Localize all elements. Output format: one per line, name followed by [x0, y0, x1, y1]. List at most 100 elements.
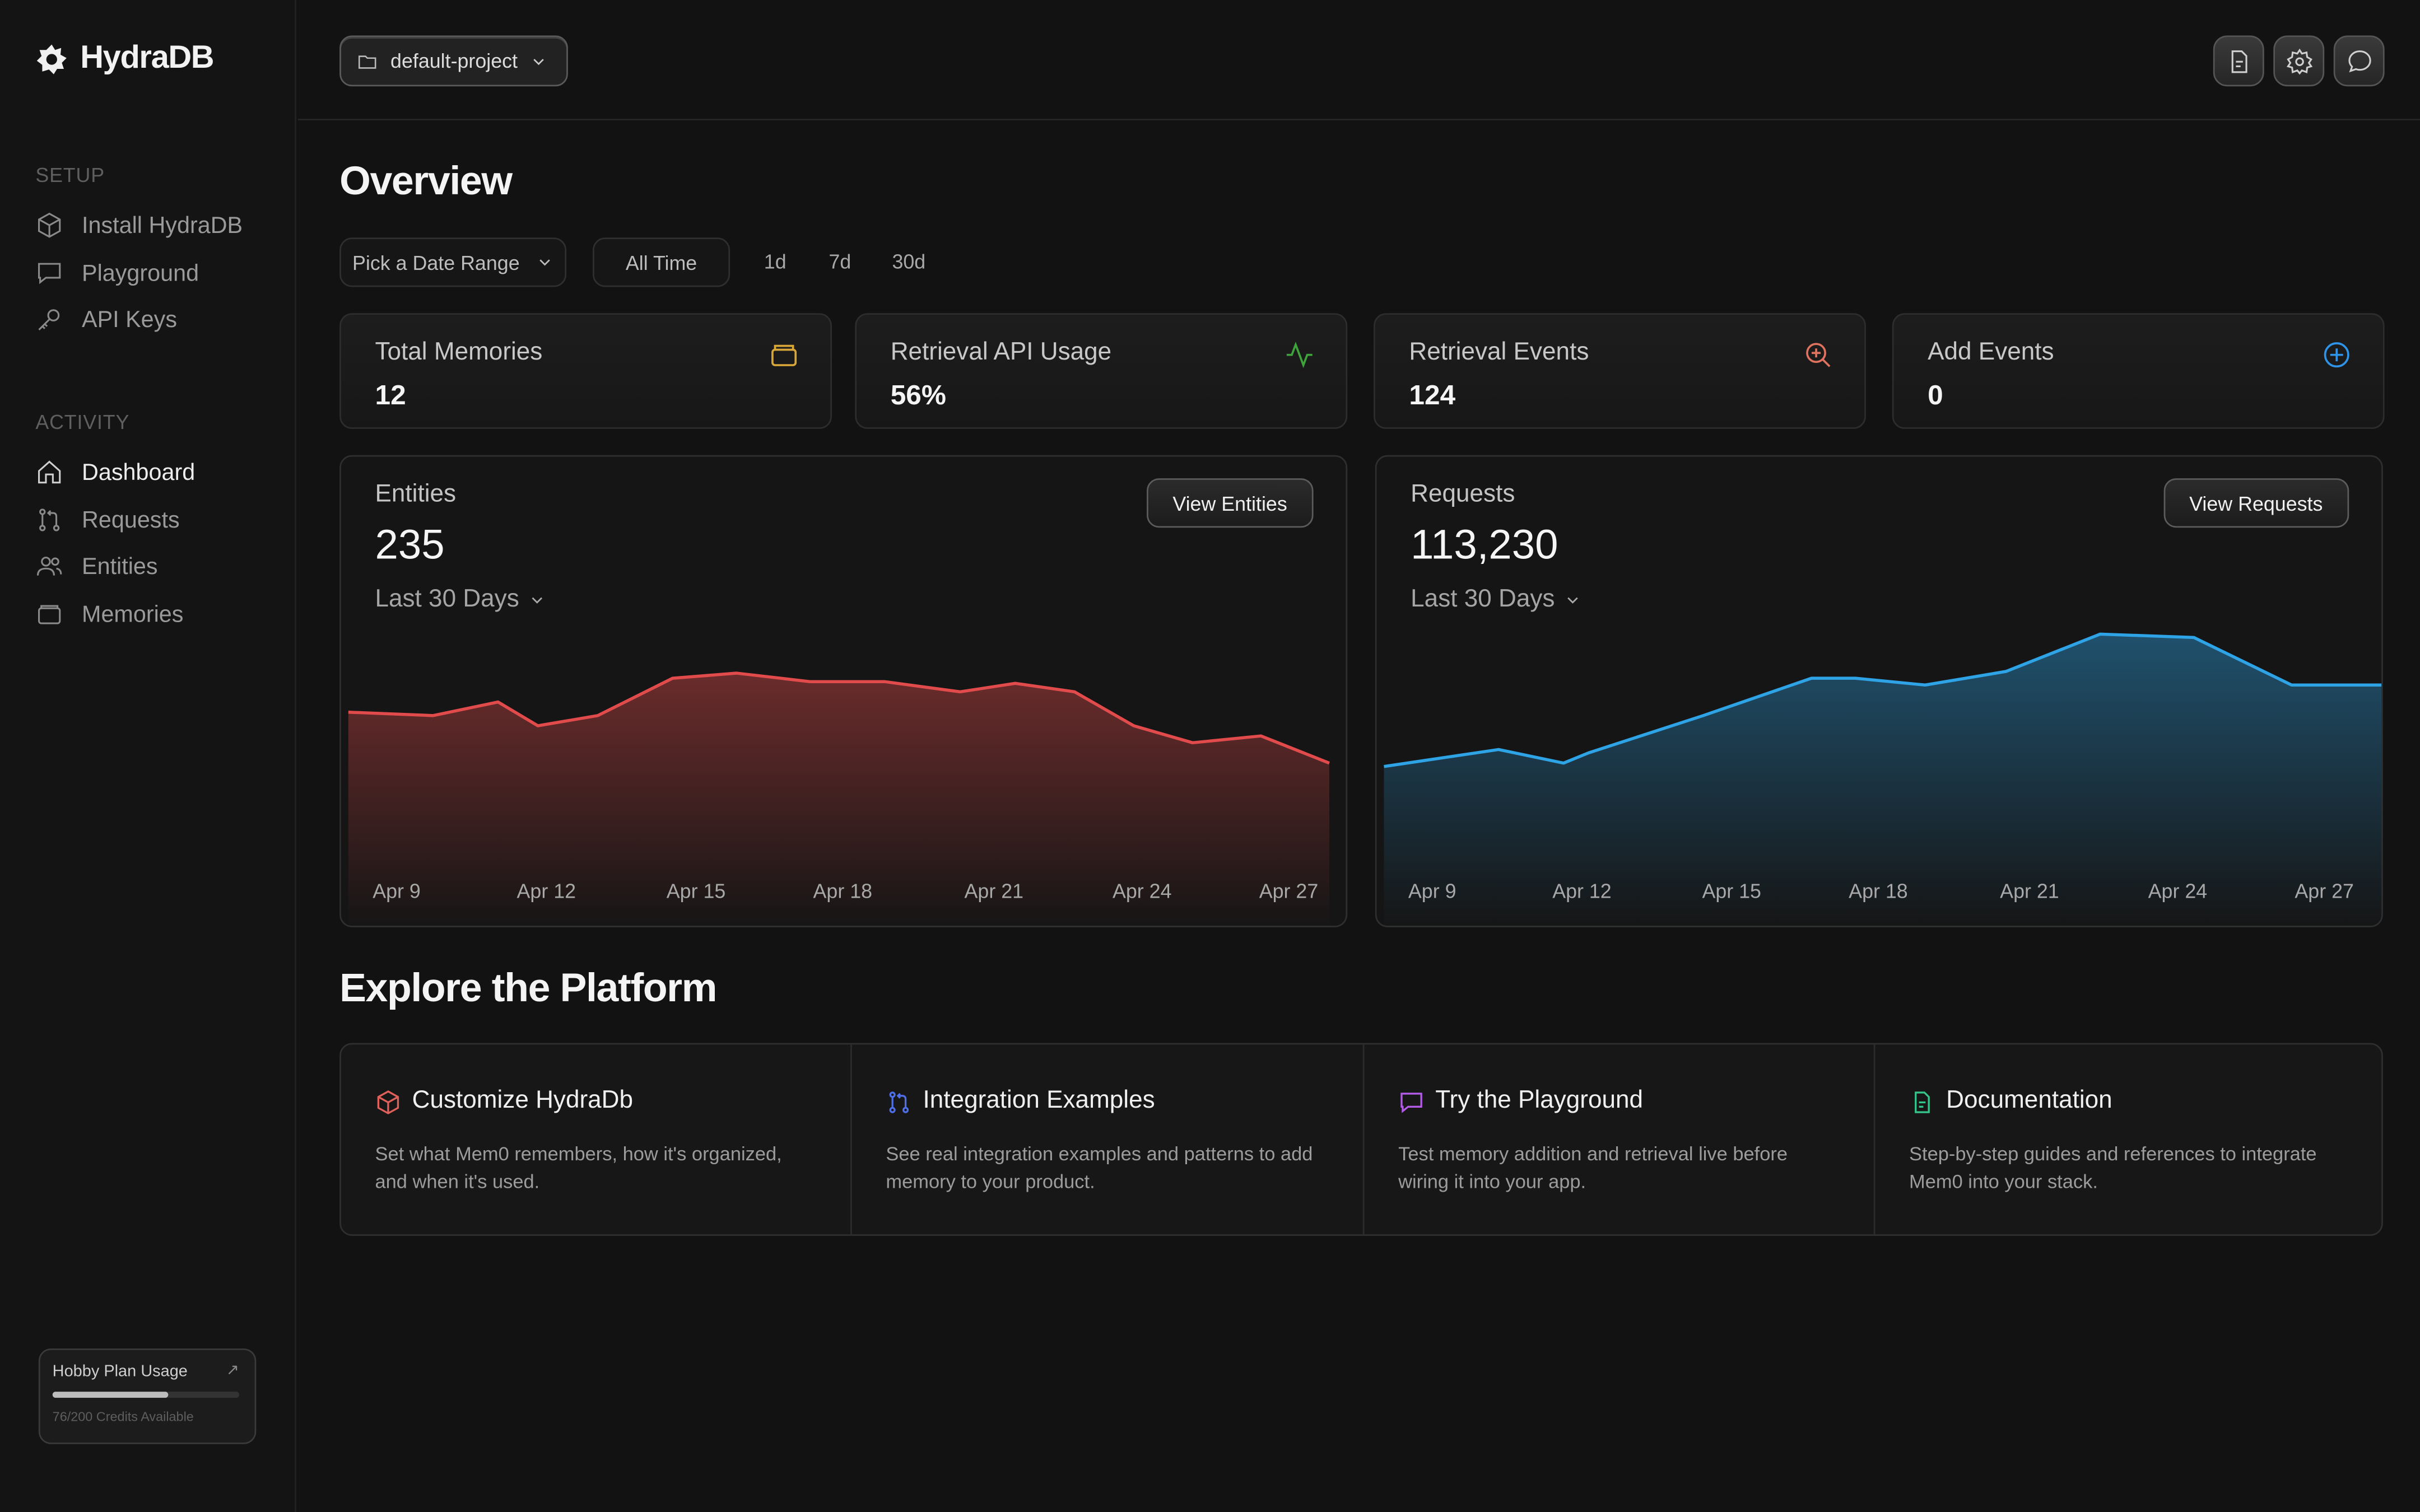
entities-chart — [348, 671, 1330, 926]
sidebar-item-memories[interactable]: Memories — [35, 600, 183, 628]
sidebar-item-dashboard[interactable]: Dashboard — [35, 458, 195, 486]
feedback-button[interactable] — [2333, 35, 2385, 87]
chevron-down-icon — [534, 58, 544, 64]
folder-icon — [38, 605, 61, 624]
page-title: Overview — [339, 157, 513, 204]
sidebar-item-requests[interactable]: Requests — [35, 506, 180, 534]
plan-usage-bar — [52, 1392, 240, 1398]
settings-button[interactable] — [2273, 35, 2325, 87]
project-selector[interactable]: default-project — [339, 35, 568, 87]
explore-card-title: Try the Playground — [1435, 1088, 1644, 1114]
brand-name: HydraDB — [80, 40, 214, 76]
stat-card-retrieval-api-usage[interactable]: Retrieval API Usage 56% — [855, 313, 1348, 429]
sidebar-item-label: Requests — [82, 507, 180, 533]
all-time-label: All Time — [625, 250, 697, 274]
activity-section-label: ACTIVITY — [35, 410, 130, 434]
home-icon — [38, 460, 61, 484]
plan-credits-text: 76/200 Credits Available — [52, 1408, 194, 1424]
stat-title: Retrieval API Usage — [890, 339, 1112, 366]
stat-card-retrieval-events[interactable]: Retrieval Events 124 — [1374, 313, 1866, 429]
stat-card-add-events[interactable]: Add Events 0 — [1892, 313, 2385, 429]
settings-icon — [2286, 48, 2312, 74]
plan-title: Hobby Plan Usage — [52, 1362, 188, 1381]
view-requests-button[interactable]: View Requests — [2163, 478, 2349, 528]
sidebar-item-label: Playground — [82, 260, 199, 287]
explore-card-title: Integration Examples — [923, 1088, 1155, 1114]
x-tick-label: Apr 24 — [2148, 879, 2208, 903]
sidebar-item-label: API Keys — [82, 306, 178, 333]
stat-card-total-memories[interactable]: Total Memories 12 — [339, 313, 832, 429]
sidebar-item-install-hydradb[interactable]: Install HydraDB — [35, 211, 243, 239]
document-icon — [1915, 1090, 1930, 1113]
chat-icon — [1400, 1091, 1422, 1113]
chart-range-selector[interactable]: Last 30 Days — [1411, 586, 1583, 614]
requests-chart-card: Requests 113,230 Last 30 Days View Reque… — [1375, 455, 2383, 927]
plus-circle-icon — [2324, 342, 2349, 368]
x-tick-label: Apr 27 — [2295, 879, 2354, 903]
activity-icon — [1286, 342, 1313, 368]
view-entities-button[interactable]: View Entities — [1146, 478, 1314, 528]
chevron-down-icon — [539, 259, 550, 266]
date-range-picker[interactable]: Pick a Date Range — [339, 237, 567, 287]
chart-value: 113,230 — [1411, 521, 1558, 568]
sidebar-item-entities[interactable]: Entities — [35, 552, 158, 580]
all-time-button[interactable]: All Time — [592, 237, 730, 287]
sidebar-item-label: Dashboard — [82, 459, 196, 486]
requests-chart — [1384, 632, 2382, 926]
x-tick-label: Apr 21 — [964, 879, 1024, 903]
sidebar-item-api-keys[interactable]: API Keys — [35, 306, 177, 334]
folder-icon — [771, 344, 797, 366]
x-tick-label: Apr 9 — [373, 879, 421, 903]
stat-value: 12 — [375, 379, 406, 410]
search-plus-icon — [1806, 343, 1831, 367]
docs-button[interactable] — [2213, 35, 2264, 87]
cube-icon — [377, 1089, 399, 1114]
sidebar: HydraDB SETUP Install HydraDB Playground… — [0, 0, 296, 1512]
explore-card-header: Documentation — [1909, 1088, 2112, 1116]
x-tick-label: Apr 24 — [1112, 879, 1172, 903]
stat-title: Total Memories — [375, 339, 543, 366]
project-name: default-project — [390, 49, 518, 73]
explore-cards: Customize HydraDb Set what Mem0 remember… — [339, 1043, 2383, 1236]
git-pull-icon — [889, 1090, 909, 1113]
explore-title: Explore the Platform — [339, 964, 717, 1011]
date-range-label: Pick a Date Range — [352, 250, 520, 274]
stat-value: 124 — [1409, 379, 1456, 410]
plan-usage-card[interactable]: Hobby Plan Usage ↗ 76/200 Credits Availa… — [38, 1348, 257, 1444]
range-1d-button[interactable]: 1d — [764, 250, 787, 273]
cube-icon — [38, 212, 61, 238]
plan-usage-fill — [52, 1392, 169, 1398]
chevron-down-icon — [1568, 597, 1579, 604]
range-30d-button[interactable]: 30d — [892, 250, 926, 273]
sidebar-item-label: Entities — [82, 553, 158, 580]
explore-card-customize[interactable]: Customize HydraDb Set what Mem0 remember… — [341, 1044, 852, 1235]
explore-card-title: Customize HydraDb — [412, 1088, 634, 1114]
chart-title: Entities — [375, 481, 457, 508]
chart-value: 235 — [375, 521, 445, 568]
explore-card-desc: Test memory addition and retrieval live … — [1398, 1143, 1788, 1192]
folder-icon — [358, 54, 376, 68]
explore-card-documentation[interactable]: Documentation Step-by-step guides and re… — [1875, 1044, 2381, 1234]
brand[interactable]: HydraDB — [35, 40, 215, 77]
x-tick-label: Apr 15 — [666, 879, 726, 903]
chevron-down-icon — [532, 597, 543, 604]
explore-card-integration[interactable]: Integration Examples See real integratio… — [852, 1044, 1365, 1235]
chart-range-selector[interactable]: Last 30 Days — [375, 586, 547, 614]
range-7d-button[interactable]: 7d — [829, 250, 851, 273]
sidebar-item-label: Install HydraDB — [82, 212, 243, 239]
explore-card-title: Documentation — [1946, 1088, 2112, 1114]
stat-title: Add Events — [1928, 339, 2054, 366]
explore-card-playground[interactable]: Try the Playground Test memory addition … — [1365, 1044, 1876, 1235]
hydradb-logo-icon — [36, 44, 67, 74]
x-tick-label: Apr 18 — [813, 879, 873, 903]
topbar: default-project — [297, 0, 2420, 120]
explore-card-header: Customize HydraDb — [375, 1088, 633, 1116]
explore-card-desc: Set what Mem0 remembers, how it's organi… — [375, 1143, 782, 1192]
x-tick-label: Apr 9 — [1408, 879, 1456, 903]
sidebar-item-playground[interactable]: Playground — [35, 259, 199, 287]
external-link-icon[interactable]: ↗ — [226, 1362, 240, 1380]
setup-section-label: SETUP — [35, 164, 105, 187]
sidebar-item-label: Memories — [82, 601, 184, 627]
chart-series-line — [348, 671, 1330, 765]
